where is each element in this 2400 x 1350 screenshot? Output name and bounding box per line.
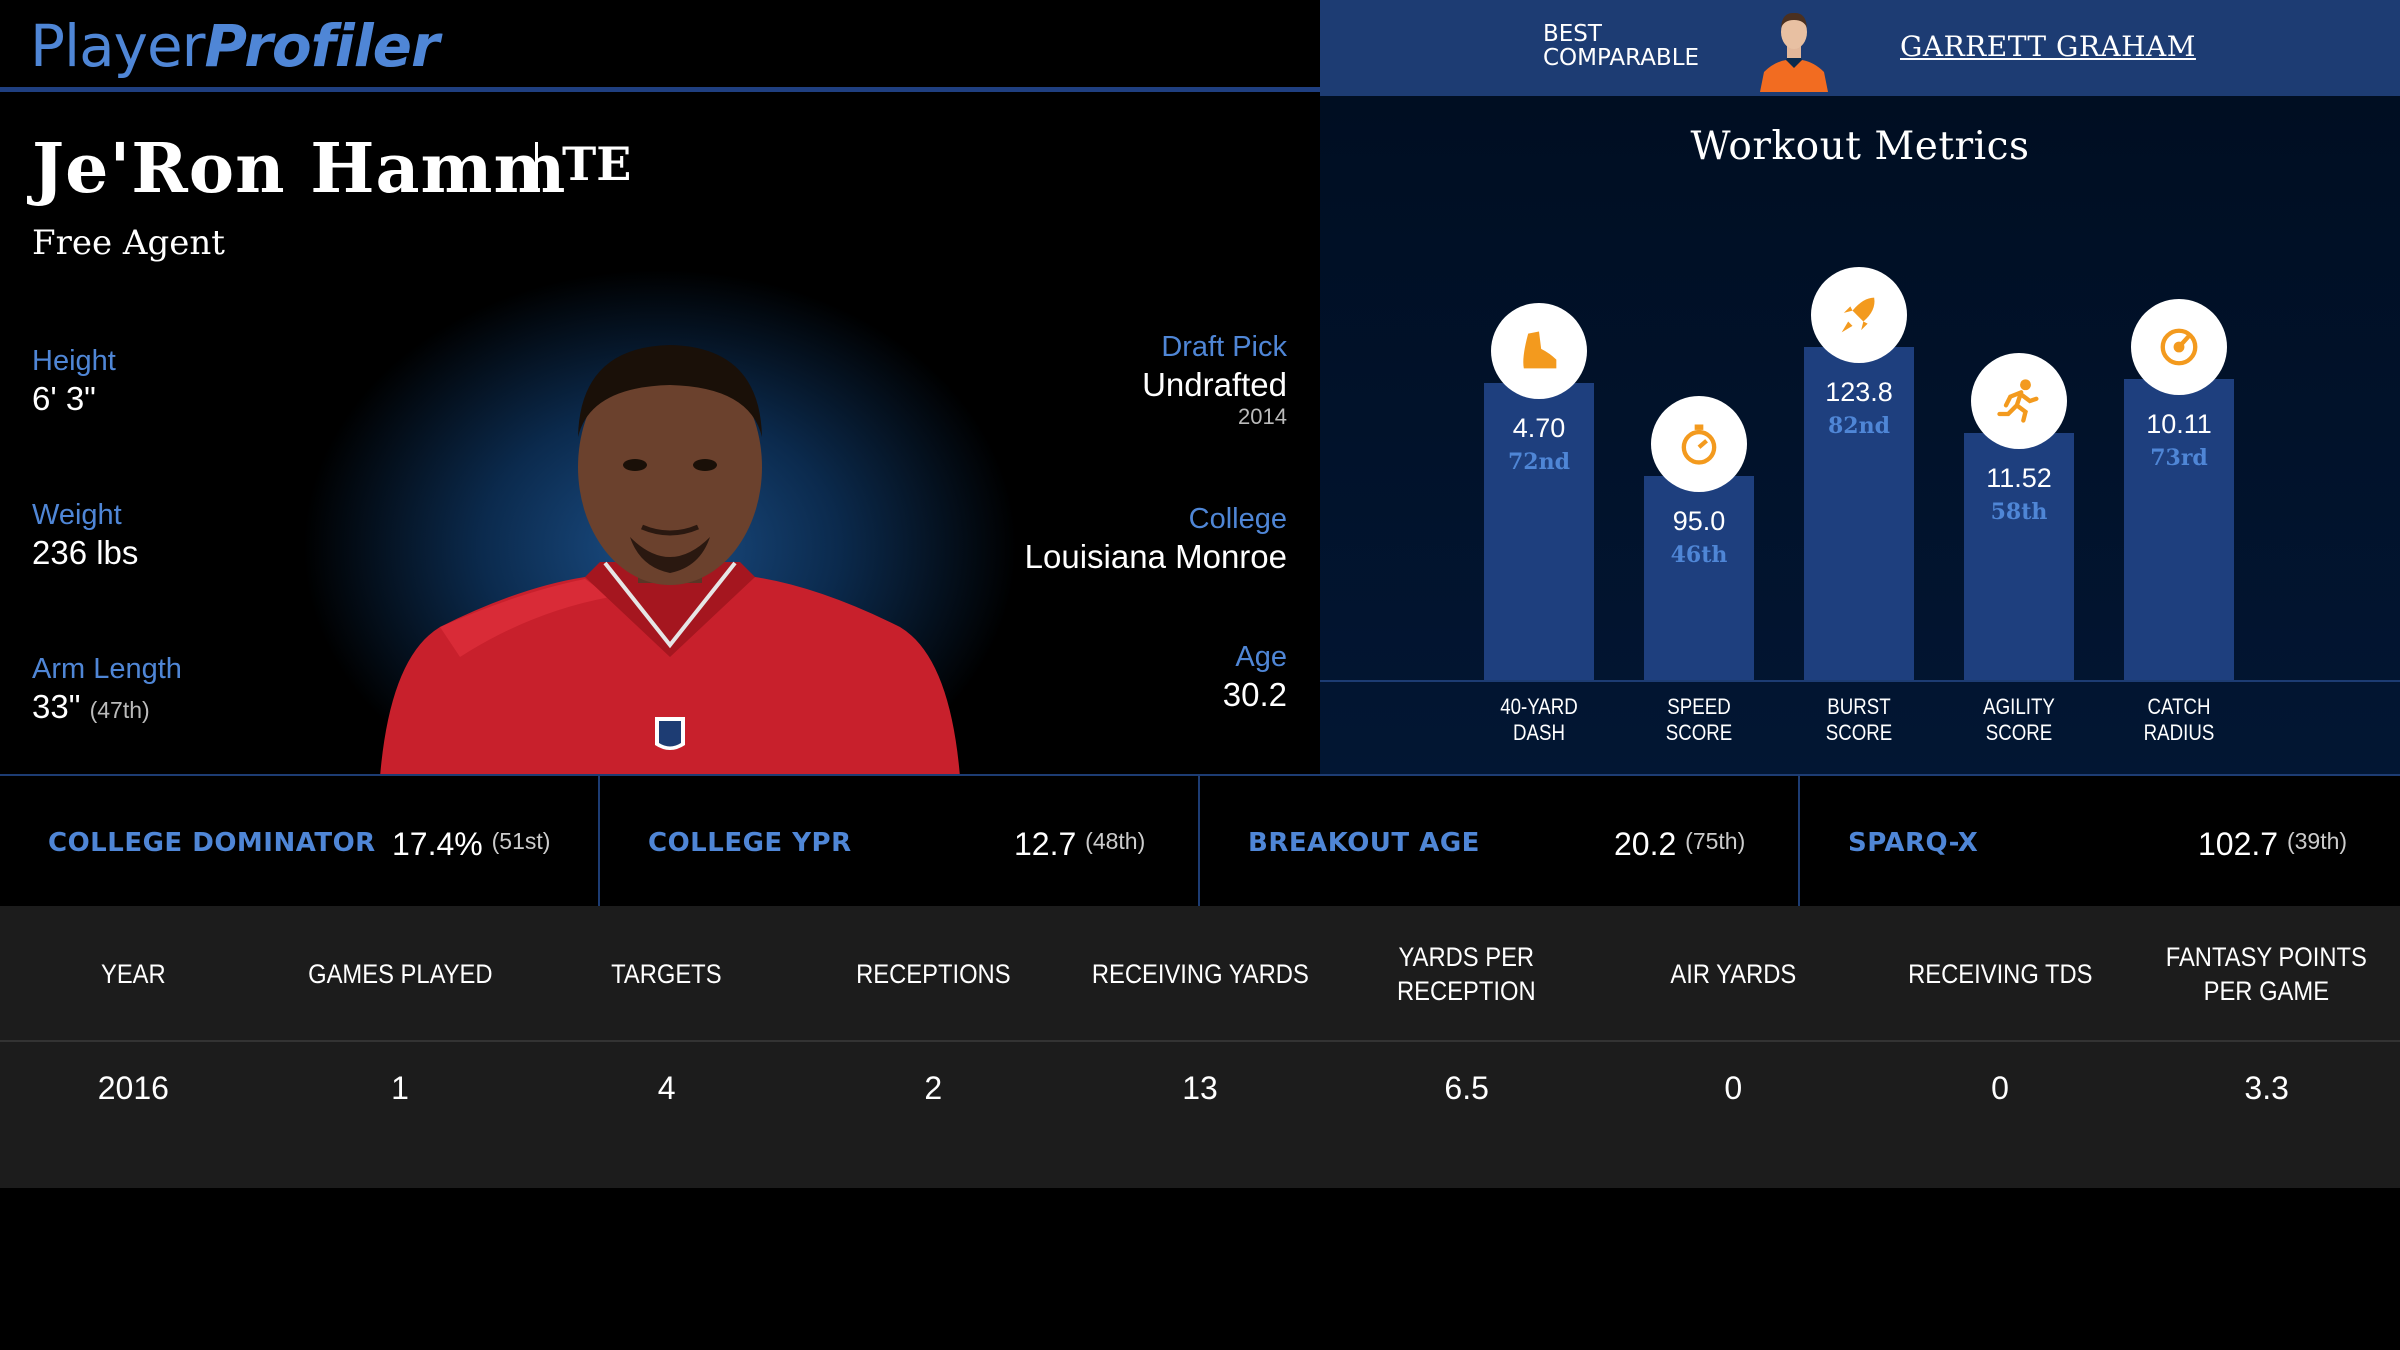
player-team: Free Agent	[32, 223, 225, 263]
advanced-metrics-row: COLLEGE DOMINATOR 17.4% (51st) COLLEGE Y…	[0, 774, 2400, 906]
site-header: PlayerProfiler	[0, 0, 1320, 92]
chart-baseline	[1320, 680, 2400, 682]
table-cell: 2016	[97, 1069, 169, 1106]
workout-value: 10.11	[2146, 409, 2212, 439]
table-header-cell[interactable]: FANTASY POINTS PER GAME	[2166, 942, 2368, 1006]
workout-value: 123.8	[1825, 377, 1893, 407]
workout-metrics-title: Workout Metrics	[1690, 124, 2030, 169]
table-header-cell[interactable]: RECEPTIONS	[856, 959, 1011, 989]
workout-label: 40-YARD DASH	[1500, 694, 1578, 745]
table-cell: 0	[1991, 1069, 2009, 1106]
table-cell: 6.5	[1444, 1069, 1489, 1106]
table-cell: 13	[1182, 1069, 1218, 1106]
table-cell: 3.3	[2244, 1069, 2289, 1106]
table-header-cell[interactable]: TARGETS	[611, 959, 722, 989]
comparable-avatar	[1760, 12, 1828, 92]
workout-bar[interactable]	[1804, 347, 1914, 680]
workout-metrics-panel: Workout Metrics 4.70 72nd 40-YARD DASH 95.0 4…	[1320, 96, 2400, 774]
best-comparable-label: BEST COMPARABLE	[1543, 21, 1700, 71]
metric-college-ypr[interactable]: COLLEGE YPR 12.7 (48th)	[600, 776, 1200, 906]
draft-pick-stat: Draft Pick Undrafted 2014	[1142, 331, 1287, 429]
arm-length-stat: Arm Length 33" (47th)	[32, 653, 182, 725]
metric-sparq-x[interactable]: SPARQ-X 102.7 (39th)	[1848, 826, 2348, 862]
stopwatch-icon	[1651, 396, 1747, 492]
table-header-cell[interactable]: RECEIVING YARDS	[1091, 959, 1309, 989]
workout-label: SPEED SCORE	[1665, 694, 1733, 745]
player-photo	[380, 345, 960, 774]
height-stat: Height 6' 3"	[32, 345, 116, 417]
workout-bar[interactable]	[1964, 433, 2074, 680]
workout-value: 4.70	[1512, 413, 1566, 443]
workout-rank: 82nd	[1828, 413, 1890, 439]
table-header-cell[interactable]: YEAR	[100, 959, 166, 989]
workout-rank: 72nd	[1508, 449, 1570, 475]
weight-stat: Weight 236 lbs	[32, 499, 139, 571]
table-header-cell[interactable]: AIR YARDS	[1670, 959, 1797, 989]
workout-value: 11.52	[1986, 463, 2052, 493]
workout-label: CATCH RADIUS	[2143, 694, 2215, 745]
workout-bar[interactable]	[1484, 383, 1594, 680]
workout-rank: 58th	[1990, 499, 2048, 525]
workout-bar[interactable]	[2124, 379, 2234, 680]
workout-label: BURST SCORE	[1825, 694, 1893, 745]
runner-icon	[1971, 353, 2067, 449]
player-panel: Je'Ron Hamm TE Free Agent Height 6' 3" W…	[0, 97, 1320, 774]
table-cell: 0	[1724, 1069, 1743, 1106]
table-header-cell[interactable]: RECEIVING TDS	[1907, 959, 2093, 989]
shoe-icon	[1491, 303, 1587, 399]
table-header-cell[interactable]: YARDS PER RECEPTION	[1397, 942, 1536, 1006]
college-stat: College Louisiana Monroe	[1024, 503, 1287, 575]
site-logo[interactable]: PlayerProfiler	[30, 12, 440, 80]
age-stat: Age 30.2	[1222, 641, 1287, 713]
workout-value: 95.0	[1672, 506, 1726, 536]
target-icon	[2131, 299, 2227, 395]
workout-rank: 46th	[1670, 542, 1728, 568]
name-divider	[535, 142, 538, 190]
metric-breakout-age[interactable]: BREAKOUT AGE 20.2 (75th)	[1200, 776, 1800, 906]
player-name: Je'Ron Hamm	[32, 129, 567, 209]
comparable-player-link[interactable]: GARRETT GRAHAM	[1900, 30, 2196, 63]
table-cell: 2	[924, 1069, 943, 1106]
workout-rank: 73rd	[2150, 445, 2208, 471]
best-comparable-banner: BEST COMPARABLE GARRETT GRAHAM	[1320, 0, 2400, 96]
table-header-row: YEAR GAMES PLAYED TARGETS RECEPTIONS RECEIVI…	[0, 906, 2400, 1042]
season-stats-table: YEAR GAMES PLAYED TARGETS RECEPTIONS RECEIVI…	[0, 906, 2400, 1188]
rocket-icon	[1811, 267, 1907, 363]
metric-college-dominator[interactable]: COLLEGE DOMINATOR 17.4% (51st)	[0, 776, 600, 906]
player-position: TE	[562, 137, 632, 191]
table-header-cell[interactable]: GAMES PLAYED	[307, 959, 493, 989]
table-cell: 1	[391, 1069, 409, 1106]
table-cell: 4	[657, 1069, 676, 1106]
workout-label: AGILITY SCORE	[1983, 694, 2055, 745]
workout-bar[interactable]	[1644, 476, 1754, 680]
